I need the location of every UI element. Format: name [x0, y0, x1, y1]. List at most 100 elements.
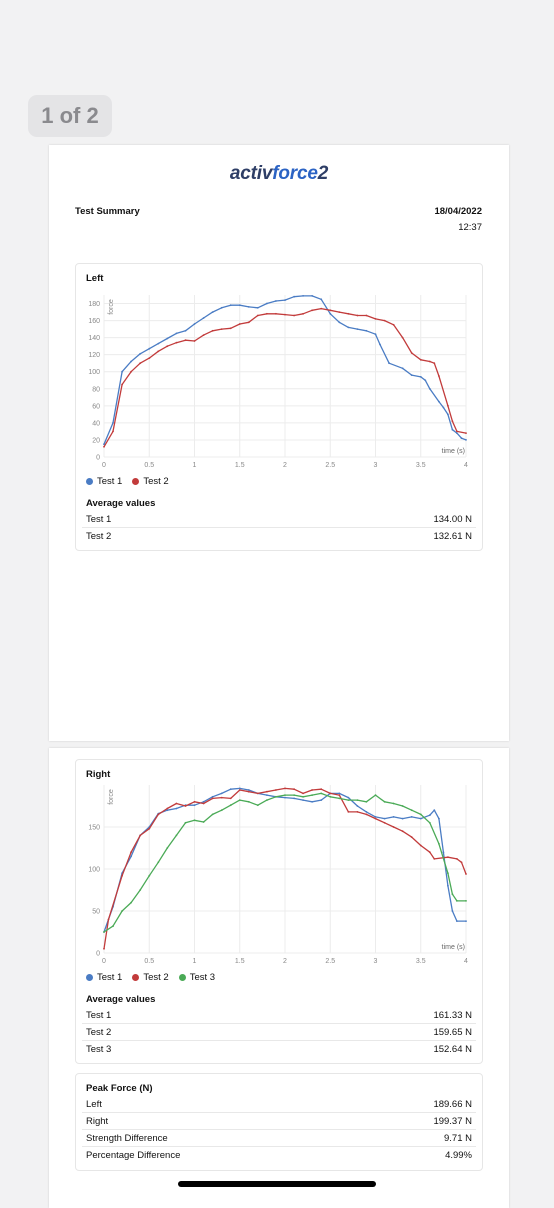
data-point	[401, 367, 404, 370]
y-tick-label: 100	[88, 369, 100, 376]
home-indicator[interactable]	[178, 1181, 376, 1187]
data-point	[383, 817, 386, 820]
right-chart-card: Right 0 0.5 1 1.5 2 2.5 3 3.5 4 0 50 100 150 force tim…	[75, 759, 483, 1064]
data-point	[338, 321, 341, 324]
y-tick-label: 120	[88, 352, 100, 359]
data-point	[338, 797, 341, 800]
data-point	[447, 404, 449, 407]
average-label: Test 1	[86, 1009, 112, 1021]
data-point	[266, 312, 268, 315]
data-point	[419, 817, 422, 820]
legend-item[interactable]: Test 1	[86, 476, 122, 487]
data-point	[247, 800, 250, 803]
data-point	[374, 817, 377, 820]
data-point	[365, 811, 368, 813]
left-force-chart: 0 0.5 1 1.5 2 2.5 3 3.5 402040608010012014016018…	[88, 295, 468, 469]
data-point	[311, 800, 313, 803]
data-point	[438, 400, 440, 403]
data-point	[275, 312, 277, 315]
data-point	[465, 432, 467, 434]
legend-label: Test 1	[97, 476, 123, 487]
y-tick-label: 80	[92, 386, 100, 393]
left-card-title: Left	[86, 273, 104, 284]
x-tick-label: 4	[464, 958, 468, 965]
left-chart-legend: Test 1 Test 2	[86, 476, 169, 487]
data-point	[347, 799, 350, 801]
legend-item[interactable]: Test 2	[132, 476, 169, 487]
average-value: 152.64 N	[433, 1043, 472, 1055]
y-tick-label: 100	[88, 867, 100, 874]
data-point	[451, 420, 454, 423]
y-axis-label: force	[108, 299, 115, 315]
data-point	[256, 804, 259, 807]
data-point	[424, 379, 427, 382]
data-point	[175, 807, 178, 810]
x-tick-label: 2.5	[325, 958, 335, 965]
data-point	[229, 804, 232, 807]
data-point	[166, 807, 169, 810]
data-point	[238, 789, 241, 791]
legend-item[interactable]: Test 1	[86, 972, 122, 983]
data-point	[433, 809, 436, 812]
legend-marker-icon	[86, 974, 93, 981]
legend-item[interactable]: Test 3	[178, 972, 215, 983]
data-point	[184, 821, 187, 824]
data-point	[365, 314, 368, 317]
data-point	[419, 813, 422, 816]
data-point	[229, 304, 232, 307]
pdf-page-2: Right 0 0.5 1 1.5 2 2.5 3 3.5 4 0 50 100 150 force tim…	[49, 748, 509, 1208]
data-point	[130, 851, 132, 854]
data-point	[438, 375, 440, 377]
legend-marker-icon	[86, 478, 93, 485]
data-point	[365, 329, 368, 332]
data-point	[202, 821, 205, 823]
x-tick-label: 3.5	[416, 958, 426, 965]
data-point	[211, 813, 214, 816]
y-tick-label: 20	[92, 437, 100, 444]
x-tick-label: 1	[193, 958, 197, 965]
data-point	[456, 900, 458, 902]
data-point	[388, 362, 390, 365]
data-point	[202, 800, 205, 803]
data-point	[419, 358, 422, 361]
test-summary-title: Test Summary	[75, 206, 140, 217]
data-point	[311, 789, 313, 791]
data-point	[442, 406, 445, 409]
legend-item[interactable]: Test 2	[132, 972, 169, 983]
right-average-row: Test 3 152.64 N	[86, 1041, 472, 1057]
data-point	[220, 306, 223, 309]
data-point	[284, 794, 286, 796]
series-line	[103, 787, 466, 933]
data-point	[121, 383, 123, 386]
data-point	[392, 816, 395, 818]
data-point	[379, 343, 381, 346]
y-tick-label: 180	[88, 301, 100, 308]
data-point	[410, 352, 413, 354]
data-point	[293, 295, 295, 298]
data-point	[320, 298, 323, 301]
data-point	[465, 900, 467, 902]
data-point	[220, 328, 223, 330]
data-point	[184, 339, 187, 342]
data-point	[275, 795, 277, 798]
average-value: 134.00 N	[433, 513, 472, 525]
data-point	[184, 805, 187, 807]
data-point	[193, 340, 196, 342]
right-card-title: Right	[86, 769, 111, 780]
legend-label: Test 2	[143, 476, 169, 487]
data-point	[347, 326, 350, 329]
data-point	[302, 799, 304, 801]
data-point	[148, 874, 151, 877]
summary-time: 12:37	[458, 222, 482, 233]
data-point	[329, 312, 332, 315]
data-point	[202, 334, 205, 336]
data-point	[130, 901, 132, 904]
average-label: Test 2	[86, 1026, 112, 1038]
data-point	[302, 295, 304, 297]
data-point	[148, 357, 151, 359]
data-point	[103, 445, 105, 448]
legend-marker-icon	[178, 974, 186, 981]
x-tick-label: 1	[193, 462, 197, 469]
data-point	[247, 790, 250, 793]
data-point	[451, 893, 454, 896]
